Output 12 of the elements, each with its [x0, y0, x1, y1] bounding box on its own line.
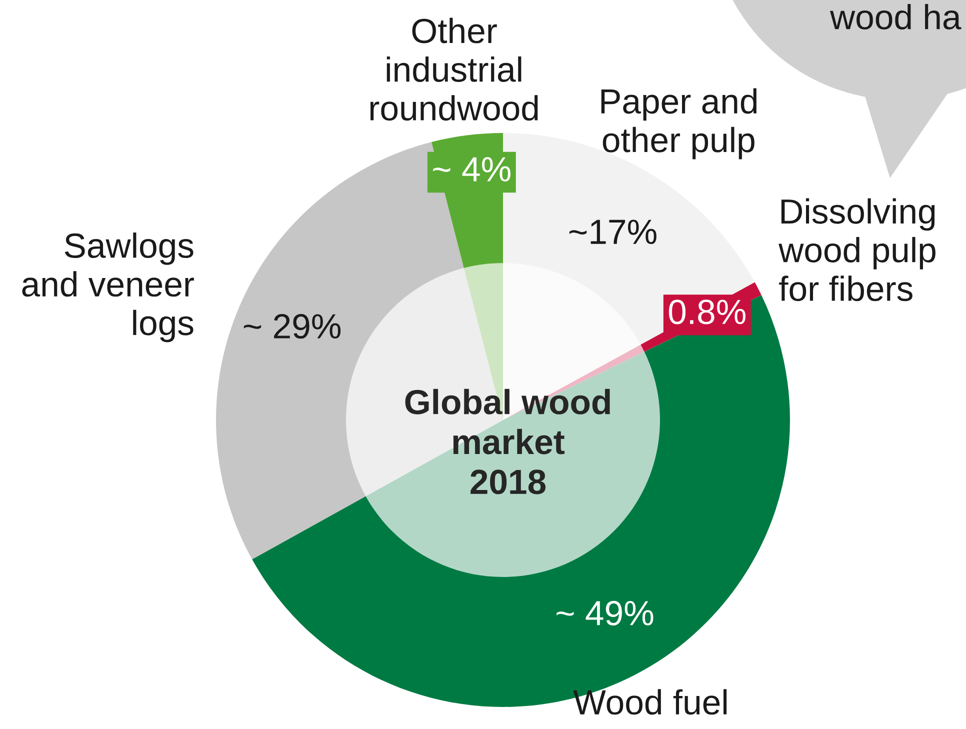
data-label: ~ 49%: [556, 600, 654, 626]
slice-label: Sawlogs and veneer logs: [22, 232, 194, 342]
slice-label: Paper and other pulp: [601, 88, 757, 160]
slice-label: Other industrial roundwood: [370, 18, 538, 121]
data-label: ~17%: [569, 220, 656, 244]
data-label: ~ 29%: [244, 314, 341, 339]
data-label: ~ 4%: [433, 157, 510, 182]
text: Global wood market 2018: [405, 388, 610, 494]
text: wood ha: [830, 4, 962, 30]
slice-label: Wood fuel: [573, 689, 727, 715]
data-label: 0.8%: [668, 300, 746, 324]
slice-label: Dissolving wood pulp for fibers: [778, 198, 936, 302]
